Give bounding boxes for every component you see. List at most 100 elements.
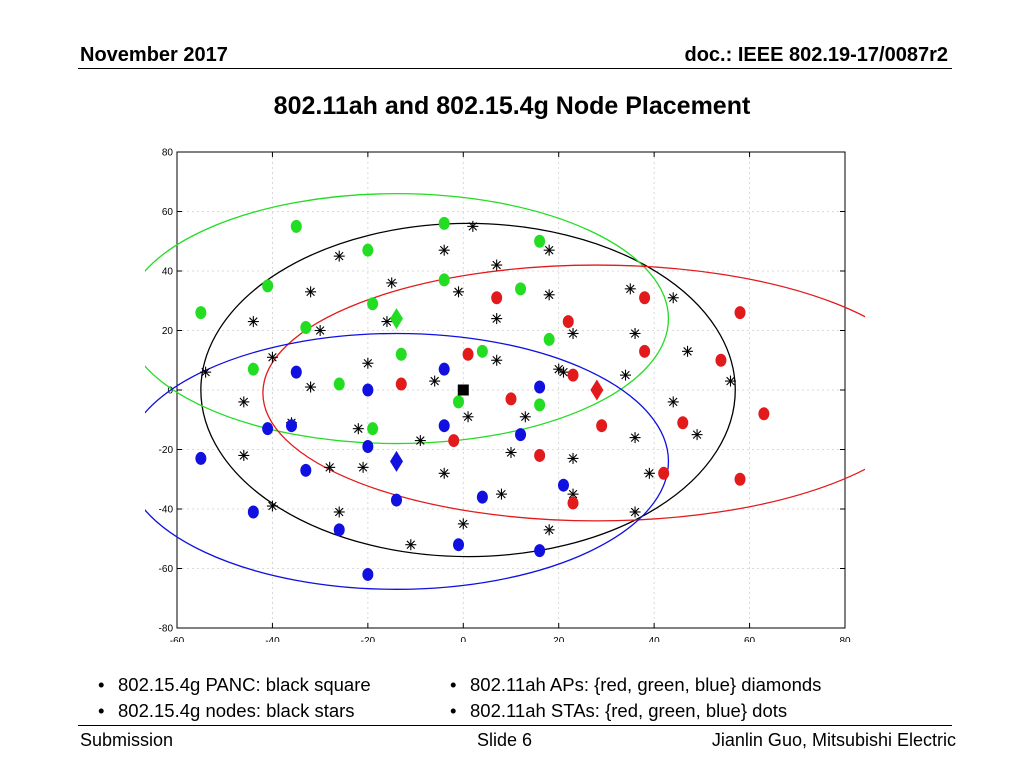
node-star-marker bbox=[557, 366, 569, 378]
red-sta-dot bbox=[639, 344, 651, 358]
blue-sta-dot bbox=[534, 380, 546, 394]
node-star-marker bbox=[457, 518, 469, 530]
y-tick-label: 40 bbox=[162, 267, 174, 278]
blue-coverage-ellipse bbox=[145, 332, 670, 590]
green-sta-dot bbox=[534, 234, 546, 248]
node-star-marker bbox=[238, 449, 250, 461]
node-star-marker bbox=[620, 369, 632, 381]
bullet-item: • 802.15.4g nodes: black stars bbox=[98, 698, 371, 724]
star-stroke bbox=[726, 376, 735, 386]
star-stroke bbox=[239, 397, 249, 407]
star-stroke bbox=[334, 507, 344, 517]
green-sta-dot bbox=[367, 422, 379, 436]
star-stroke bbox=[325, 463, 334, 472]
red-sta-dot bbox=[677, 416, 689, 430]
slide-title: 802.11ah and 802.15.4g Node Placement bbox=[273, 92, 751, 120]
star-stroke bbox=[544, 290, 554, 300]
red-ap-diamond bbox=[590, 379, 604, 401]
node-star-marker bbox=[553, 363, 565, 375]
node-star-marker bbox=[629, 327, 641, 339]
star-stroke bbox=[683, 347, 692, 356]
star-stroke bbox=[630, 433, 640, 442]
legend-list-left: • 802.15.4g PANC: black square • 802.15.4g… bbox=[98, 672, 371, 724]
footer-author: Jianlin Guo, Mitsubishi Electric bbox=[711, 730, 956, 750]
node-star-marker bbox=[352, 423, 364, 435]
red-sta-dot bbox=[462, 347, 474, 361]
green-sta-dot bbox=[333, 377, 345, 391]
node-star-marker bbox=[305, 381, 317, 393]
blue-sta-dot bbox=[362, 440, 374, 454]
node-star-marker bbox=[324, 461, 336, 473]
bullet-text: 802.15.4g nodes: black stars bbox=[118, 700, 355, 721]
star-stroke bbox=[492, 260, 501, 270]
node-star-marker bbox=[266, 500, 278, 512]
green-sta-dot bbox=[195, 306, 207, 320]
bullet-item: • 802.15.4g PANC: black square bbox=[98, 672, 371, 698]
node-star-marker bbox=[629, 506, 641, 518]
node-star-marker bbox=[467, 220, 479, 232]
node-star-marker bbox=[519, 411, 531, 423]
red-sta-dot bbox=[567, 496, 579, 510]
star-stroke bbox=[692, 430, 702, 439]
red-sta-dot bbox=[758, 407, 770, 421]
star-stroke bbox=[645, 469, 654, 478]
star-stroke bbox=[506, 448, 516, 457]
node-star-marker bbox=[491, 313, 503, 325]
star-stroke bbox=[363, 358, 373, 368]
bullet-item: • 802.11ah STAs: {red, green, blue} dots bbox=[450, 698, 821, 724]
blue-sta-dot bbox=[195, 451, 207, 465]
node-star-marker bbox=[314, 325, 326, 336]
blue-sta-dot bbox=[362, 567, 374, 581]
bullet-text: 802.11ah APs: {red, green, blue} diamond… bbox=[470, 674, 822, 695]
star-stroke bbox=[630, 329, 640, 338]
blue-sta-dot bbox=[390, 493, 402, 507]
star-stroke bbox=[492, 314, 501, 323]
green-sta-dot bbox=[438, 216, 450, 230]
x-tick-label: 80 bbox=[839, 636, 851, 642]
node-star-marker bbox=[624, 283, 636, 295]
footer-divider bbox=[78, 725, 952, 726]
node-star-marker bbox=[643, 467, 655, 479]
star-stroke bbox=[492, 355, 501, 365]
star-stroke bbox=[416, 436, 425, 445]
star-stroke bbox=[201, 367, 210, 377]
green-sta-dot bbox=[543, 332, 555, 346]
star-stroke bbox=[463, 412, 473, 422]
green-sta-dot bbox=[395, 347, 407, 361]
node-star-marker bbox=[462, 411, 474, 423]
green-coverage-ellipse bbox=[145, 193, 670, 445]
star-stroke bbox=[315, 326, 325, 335]
green-sta-dot bbox=[290, 219, 302, 233]
green-sta-dot bbox=[300, 321, 312, 335]
green-sta-dot bbox=[247, 362, 259, 376]
blue-sta-dot bbox=[453, 538, 465, 552]
blue-sta-dot bbox=[333, 523, 345, 537]
blue-sta-dot bbox=[300, 463, 312, 477]
node-star-marker bbox=[333, 250, 345, 262]
star-stroke bbox=[334, 251, 344, 261]
red-sta-dot bbox=[567, 368, 579, 382]
star-stroke bbox=[439, 245, 449, 255]
x-tick-label: 60 bbox=[744, 636, 756, 642]
star-stroke bbox=[454, 287, 463, 297]
node-star-marker bbox=[405, 539, 417, 551]
bullet-text: 802.11ah STAs: {red, green, blue} dots bbox=[470, 700, 788, 721]
node-star-marker bbox=[543, 289, 555, 301]
star-stroke bbox=[306, 287, 315, 297]
star-stroke bbox=[430, 376, 439, 386]
node-star-marker bbox=[491, 259, 503, 271]
bullet-icon: • bbox=[98, 674, 105, 695]
star-stroke bbox=[358, 463, 368, 472]
star-stroke bbox=[268, 352, 277, 362]
star-stroke bbox=[668, 397, 678, 407]
node-star-marker bbox=[495, 488, 507, 500]
header-doc-id: doc.: IEEE 802.19-17/0087r2 bbox=[684, 44, 949, 66]
footer-slide-number: Slide 6 bbox=[477, 730, 533, 750]
green-sta-dot bbox=[262, 279, 274, 293]
green-sta-dot bbox=[438, 273, 450, 287]
x-tick-label: 0 bbox=[461, 636, 467, 642]
green-sta-dot bbox=[362, 243, 374, 257]
red-sta-dot bbox=[734, 472, 746, 486]
node-star-marker bbox=[629, 432, 641, 444]
node-star-marker bbox=[682, 345, 694, 357]
